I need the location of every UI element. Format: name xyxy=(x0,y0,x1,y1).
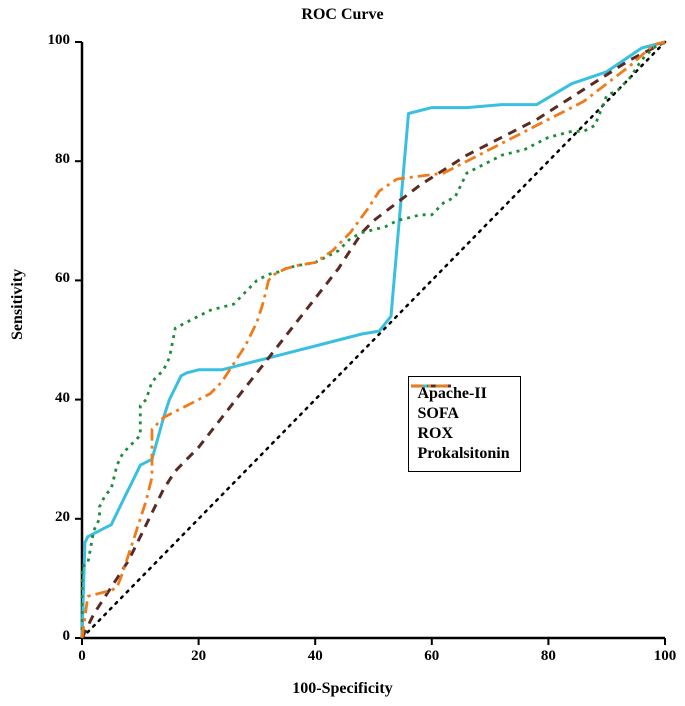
y-tick-label: 80 xyxy=(55,151,70,168)
y-tick-label: 40 xyxy=(55,390,70,407)
y-tick-label: 0 xyxy=(63,628,71,645)
plot-svg xyxy=(0,0,685,706)
roc-chart: ROC Curve Sensitivity 100-Specificity 02… xyxy=(0,0,685,706)
x-tick-label: 60 xyxy=(417,648,447,665)
x-tick-label: 40 xyxy=(300,648,330,665)
legend-item-prokalsitonin: Prokalsitonin xyxy=(417,445,509,463)
legend-box: Apache-IISOFAROXProkalsitonin xyxy=(408,376,520,472)
x-tick-label: 20 xyxy=(184,648,214,665)
y-tick-label: 60 xyxy=(55,270,70,287)
legend-label-prokalsitonin: Prokalsitonin xyxy=(417,445,509,463)
x-tick-label: 80 xyxy=(533,648,563,665)
y-tick-label: 20 xyxy=(55,509,70,526)
y-tick-label: 100 xyxy=(48,32,71,49)
x-tick-label: 0 xyxy=(67,648,97,665)
legend-item-rox: ROX xyxy=(417,425,509,443)
x-tick-label: 100 xyxy=(650,648,680,665)
legend-item-sofa: SOFA xyxy=(417,405,509,423)
legend-swatch-prokalsitonin xyxy=(409,377,453,395)
legend-label-rox: ROX xyxy=(417,425,453,443)
legend-label-sofa: SOFA xyxy=(417,405,458,423)
